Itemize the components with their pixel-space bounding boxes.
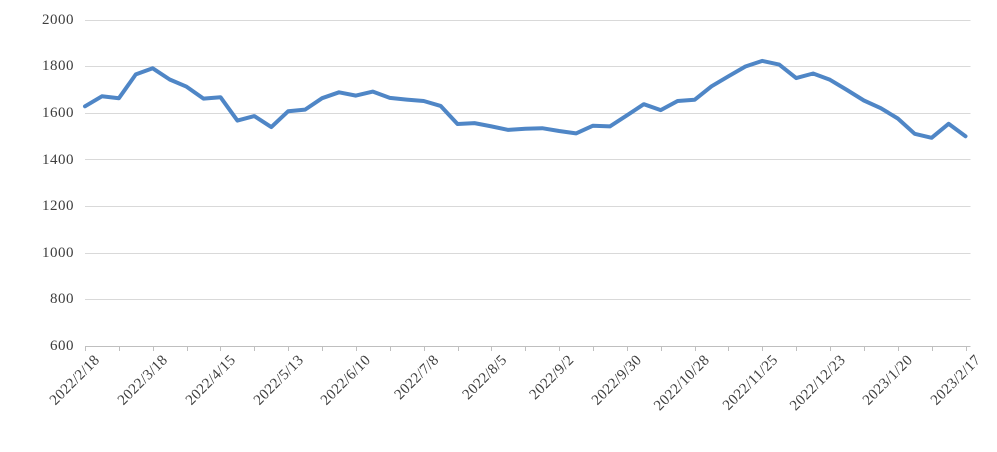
y-axis-label: 1200 xyxy=(42,198,74,215)
y-axis-label: 1600 xyxy=(42,104,74,121)
y-axis-label: 1800 xyxy=(42,58,74,75)
y-axis-label: 1400 xyxy=(42,151,74,168)
y-axis-label: 1000 xyxy=(42,244,74,261)
y-axis-label: 600 xyxy=(50,338,74,354)
y-axis-label: 2000 xyxy=(42,11,74,28)
data-series-line xyxy=(83,58,968,140)
y-axis-label: 800 xyxy=(50,291,74,308)
